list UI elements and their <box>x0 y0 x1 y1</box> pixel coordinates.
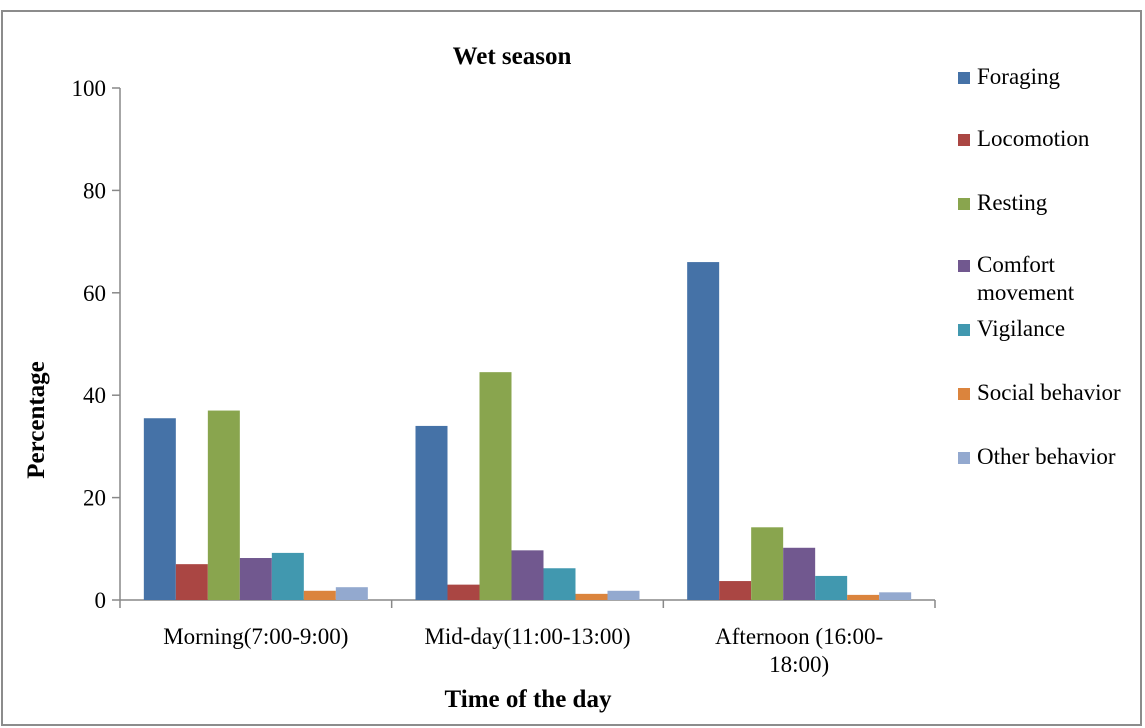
bar-vigilance <box>815 575 848 600</box>
legend-label-comfort-movement: Comfort movement <box>977 252 1075 305</box>
bar-other-behavior <box>335 587 368 600</box>
bar-resting <box>751 527 784 600</box>
bar-social-behavior <box>847 594 880 600</box>
legend-swatch-comfort-movement <box>958 260 970 272</box>
bar-foraging <box>687 262 720 600</box>
bar-foraging <box>143 418 176 600</box>
bar-other-behavior <box>879 592 912 600</box>
legend-swatch-vigilance <box>958 324 970 336</box>
bar-comfort-movement <box>239 558 272 600</box>
bar-comfort-movement <box>783 547 816 600</box>
y-tick-label: 0 <box>95 588 107 613</box>
y-tick-label: 20 <box>83 486 106 511</box>
legend-swatch-foraging <box>958 72 970 84</box>
x-axis-title: Time of the day <box>445 686 612 713</box>
bar-locomotion <box>175 564 208 600</box>
legend-swatch-social-behavior <box>958 388 970 400</box>
plot-area: 0 20 40 60 80 100 Morning(7:00-9:00) Mid-day(11… <box>72 76 936 677</box>
bar-comfort-movement <box>511 550 544 600</box>
bar-resting <box>207 410 240 600</box>
bar-locomotion <box>447 584 480 600</box>
bar-locomotion <box>719 581 752 600</box>
legend-label-locomotion: Locomotion <box>977 126 1090 151</box>
legend-swatch-locomotion <box>958 134 970 146</box>
legend-swatch-resting <box>958 198 970 210</box>
bar-social-behavior <box>303 590 336 600</box>
x-category-label: Afternoon (16:00-18:00) <box>715 624 883 677</box>
legend-label-resting: Resting <box>977 190 1048 215</box>
y-tick-label: 100 <box>72 76 107 101</box>
bar-social-behavior <box>575 593 608 600</box>
legend-label-social-behavior: Social behavior <box>977 380 1121 405</box>
chart-title: Wet season <box>453 43 572 70</box>
legend-label-vigilance: Vigilance <box>977 316 1065 341</box>
y-tick-label: 40 <box>83 383 106 408</box>
bar-vigilance <box>543 568 576 600</box>
legend-label-other-behavior: Other behavior <box>977 444 1116 469</box>
x-category-label: Mid-day(11:00-13:00) <box>424 624 630 649</box>
legend-label-foraging: Foraging <box>977 64 1061 89</box>
y-tick-label: 80 <box>83 178 106 203</box>
y-axis-title: Percentage <box>23 361 50 479</box>
legend-swatch-other-behavior <box>958 452 970 464</box>
y-tick-label: 60 <box>83 281 106 306</box>
bar-vigilance <box>271 552 304 600</box>
bar-resting <box>479 372 512 600</box>
legend: Foraging Locomotion Resting Comfort movement… <box>958 64 1121 469</box>
bar-foraging <box>415 425 448 600</box>
chart-frame <box>1 10 1142 726</box>
bar-other-behavior <box>607 590 640 600</box>
x-category-label: Morning(7:00-9:00) <box>163 624 348 649</box>
